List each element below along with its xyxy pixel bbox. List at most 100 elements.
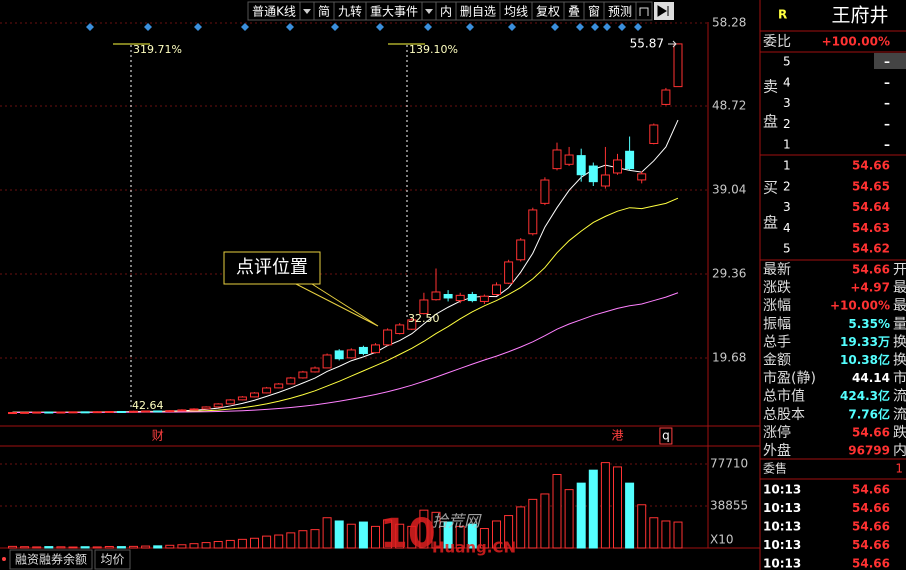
level: 2 bbox=[783, 117, 791, 131]
candle-body bbox=[32, 411, 42, 414]
candle-body bbox=[322, 354, 332, 369]
stock-code: R bbox=[778, 8, 787, 22]
stat-value: 424.3亿 bbox=[840, 388, 890, 403]
annotation: 55.87 bbox=[630, 37, 664, 51]
level: 3 bbox=[783, 96, 791, 110]
tick-time: 10:13 bbox=[763, 501, 801, 515]
stat-label: 涨幅 bbox=[763, 298, 791, 314]
watermark-site: 拾荒网 bbox=[432, 512, 482, 531]
price-arrow bbox=[668, 40, 677, 48]
stat-label: 总市值 bbox=[763, 388, 805, 405]
stat-label: 市 bbox=[893, 370, 906, 387]
value: +100.00% bbox=[822, 35, 890, 49]
volume-unit: X10 bbox=[710, 533, 734, 547]
volume-bar bbox=[310, 529, 320, 549]
event-marker bbox=[424, 23, 432, 31]
candle-body bbox=[286, 377, 296, 385]
y-tick-label: 77710 bbox=[710, 456, 748, 470]
stat-label: 流 bbox=[893, 389, 906, 405]
volume-bar bbox=[298, 530, 308, 549]
side-label: 买 bbox=[763, 179, 778, 197]
candle-body bbox=[237, 396, 247, 401]
event-marker bbox=[634, 23, 642, 31]
price: 54.66 bbox=[852, 159, 890, 173]
candle-body bbox=[80, 411, 90, 414]
candle-body bbox=[419, 299, 429, 315]
volume-bar bbox=[504, 515, 514, 549]
icon-button[interactable] bbox=[635, 1, 653, 21]
candle-body bbox=[443, 293, 453, 299]
event-marker bbox=[576, 23, 584, 31]
volume-bar bbox=[165, 544, 175, 549]
volume-bar bbox=[576, 482, 586, 549]
candle-body bbox=[129, 410, 138, 413]
icon bbox=[639, 7, 649, 16]
scroll-button[interactable] bbox=[874, 53, 906, 69]
candle-body bbox=[298, 371, 308, 379]
event-marker bbox=[241, 23, 249, 31]
toolbar-label: 重大事件 bbox=[370, 5, 418, 19]
candle-body bbox=[92, 411, 102, 414]
stat-label: 涨停 bbox=[763, 424, 791, 441]
stat-label: 跌 bbox=[893, 425, 906, 441]
volume-bar bbox=[334, 520, 344, 549]
candle-body bbox=[564, 154, 574, 165]
volume-bar bbox=[600, 462, 610, 549]
level: 1 bbox=[783, 138, 791, 152]
candle-body bbox=[20, 411, 30, 414]
volume-bar bbox=[467, 523, 477, 549]
tick-time: 10:13 bbox=[763, 483, 801, 497]
stat-value: 19.33万 bbox=[840, 335, 890, 349]
stat-label: 涨跌 bbox=[763, 280, 791, 296]
candle-body bbox=[455, 294, 465, 302]
candle-body bbox=[225, 399, 235, 405]
volume-bar bbox=[443, 521, 453, 549]
candle-body bbox=[649, 124, 659, 144]
candle-body bbox=[395, 324, 405, 335]
footer-tab-label: 均价 bbox=[100, 553, 124, 567]
candle-body bbox=[346, 349, 356, 359]
price: 54.63 bbox=[852, 221, 890, 235]
footer-dot bbox=[2, 557, 6, 561]
candle-body bbox=[213, 403, 223, 408]
candle-body bbox=[358, 346, 368, 355]
stat-label: 总股本 bbox=[763, 407, 805, 423]
candle-body bbox=[540, 179, 550, 204]
toolbar-label: 均线 bbox=[504, 5, 528, 19]
tick-price: 54.66 bbox=[852, 520, 890, 534]
event-label: 财 bbox=[152, 429, 164, 443]
footer-tab[interactable] bbox=[94, 549, 131, 570]
tick-price: 54.66 bbox=[852, 557, 890, 570]
stat-value: 7.76亿 bbox=[848, 406, 890, 421]
candle-body bbox=[68, 411, 78, 414]
volume-bar bbox=[625, 482, 635, 549]
footer-tab[interactable] bbox=[9, 549, 93, 570]
candle-body bbox=[104, 410, 114, 413]
volume-bar bbox=[286, 532, 296, 549]
level: 5 bbox=[783, 55, 791, 69]
stock-name: 王府井 bbox=[831, 5, 888, 27]
price: – bbox=[884, 96, 890, 110]
event-marker bbox=[376, 23, 384, 31]
volume-bar bbox=[540, 493, 550, 549]
tick-time: 10:13 bbox=[763, 520, 801, 534]
volume-bar bbox=[80, 546, 90, 549]
price: 54.65 bbox=[852, 179, 890, 193]
volume-bar bbox=[564, 489, 574, 549]
volume-bar bbox=[613, 466, 622, 549]
stat-label: 外盘 bbox=[763, 442, 791, 459]
volume-bar bbox=[68, 546, 78, 549]
volume-bar bbox=[237, 538, 247, 549]
event-box bbox=[659, 427, 673, 445]
stat-label: 开 bbox=[893, 262, 906, 278]
event-marker bbox=[551, 23, 559, 31]
label: 委比 bbox=[763, 34, 791, 50]
candle-body bbox=[467, 293, 477, 302]
price: – bbox=[884, 138, 890, 152]
annotation: 32.50 bbox=[408, 312, 440, 325]
callout-pointer bbox=[295, 283, 379, 327]
stat-label: 流 bbox=[893, 407, 906, 423]
